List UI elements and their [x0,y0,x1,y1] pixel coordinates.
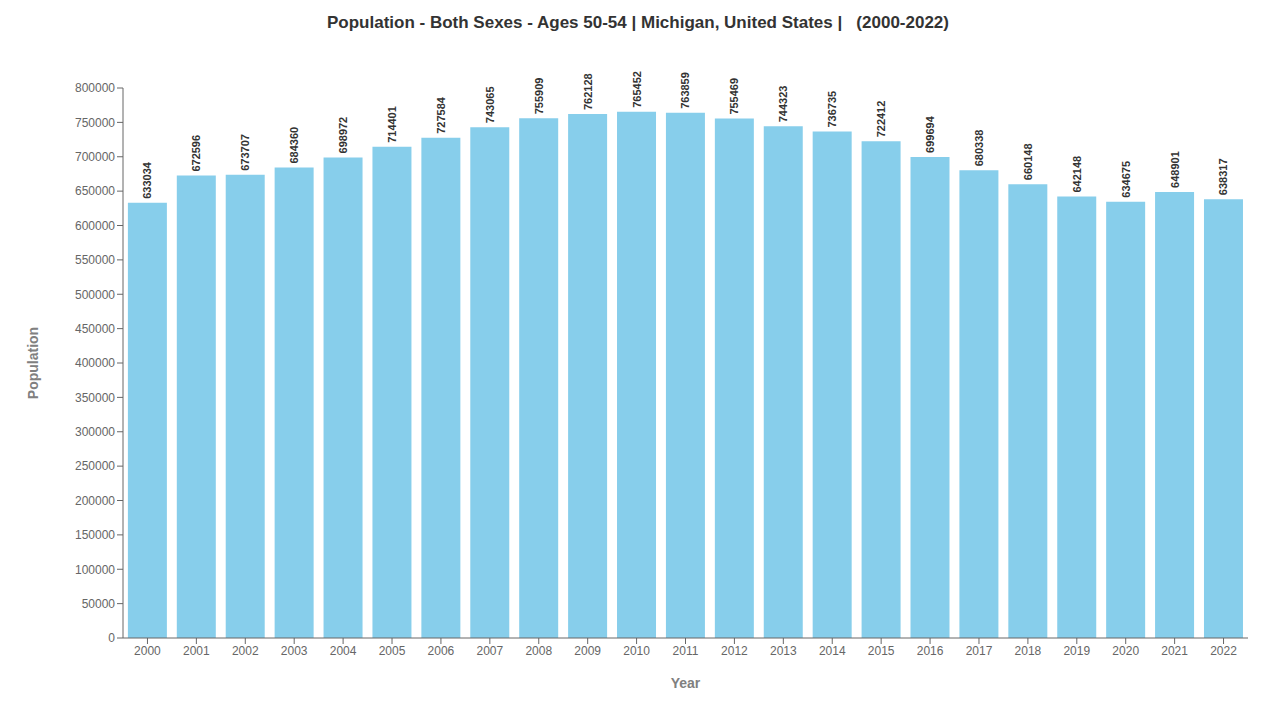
svg-text:2021: 2021 [1161,644,1188,658]
svg-text:2016: 2016 [917,644,944,658]
svg-text:2009: 2009 [574,644,601,658]
svg-text:600000: 600000 [75,219,115,233]
svg-text:765452: 765452 [631,71,643,108]
svg-text:2015: 2015 [868,644,895,658]
svg-text:2017: 2017 [966,644,993,658]
svg-text:755469: 755469 [728,78,740,115]
svg-text:Year: Year [671,675,701,691]
svg-text:2000: 2000 [134,644,161,658]
svg-text:672596: 672596 [190,135,202,172]
svg-text:638317: 638317 [1217,158,1229,195]
svg-text:2002: 2002 [232,644,259,658]
svg-text:2011: 2011 [673,644,699,658]
svg-text:684360: 684360 [288,127,300,164]
svg-text:2001: 2001 [183,644,210,658]
svg-text:2008: 2008 [525,644,552,658]
svg-text:633034: 633034 [141,161,153,199]
svg-text:642148: 642148 [1071,156,1083,193]
svg-text:680338: 680338 [973,130,985,167]
svg-text:2010: 2010 [623,644,650,658]
svg-text:2020: 2020 [1112,644,1139,658]
svg-text:700000: 700000 [75,150,115,164]
svg-text:744323: 744323 [777,86,789,123]
svg-text:200000: 200000 [75,494,115,508]
svg-text:736735: 736735 [826,91,838,128]
svg-text:699694: 699694 [924,115,936,153]
svg-text:450000: 450000 [75,322,115,336]
svg-text:0: 0 [108,631,115,645]
svg-text:722412: 722412 [875,101,887,138]
svg-text:350000: 350000 [75,391,115,405]
html-text:Population - Both Sexes - Ages: Population - Both Sexes - Ages 50-54 | M… [327,13,949,32]
svg-text:763859: 763859 [679,72,691,109]
svg-text:2007: 2007 [476,644,503,658]
svg-text:673707: 673707 [239,134,251,171]
svg-text:800000: 800000 [75,81,115,95]
svg-text:727584: 727584 [435,96,447,134]
svg-text:100000: 100000 [75,563,115,577]
svg-text:50000: 50000 [82,597,116,611]
svg-text:Population: Population [25,327,41,399]
svg-text:750000: 750000 [75,116,115,130]
svg-text:660148: 660148 [1022,143,1034,180]
svg-text:743065: 743065 [484,86,496,123]
svg-text:400000: 400000 [75,356,115,370]
svg-text:2012: 2012 [721,644,748,658]
svg-text:650000: 650000 [75,184,115,198]
svg-text:2018: 2018 [1015,644,1042,658]
svg-text:2022: 2022 [1210,644,1237,658]
svg-text:150000: 150000 [75,528,115,542]
svg-text:2006: 2006 [428,644,455,658]
svg-text:755909: 755909 [533,78,545,115]
svg-text:2005: 2005 [379,644,406,658]
svg-text:550000: 550000 [75,253,115,267]
svg-text:2003: 2003 [281,644,308,658]
svg-text:698972: 698972 [337,117,349,154]
svg-text:300000: 300000 [75,425,115,439]
svg-text:634675: 634675 [1120,161,1132,198]
svg-text:500000: 500000 [75,288,115,302]
svg-text:762128: 762128 [582,73,594,110]
svg-text:648901: 648901 [1169,151,1181,188]
svg-text:714401: 714401 [386,106,398,143]
svg-text:2019: 2019 [1063,644,1090,658]
svg-text:2013: 2013 [770,644,797,658]
svg-text:2004: 2004 [330,644,357,658]
svg-text:250000: 250000 [75,459,115,473]
svg-text:2014: 2014 [819,644,846,658]
